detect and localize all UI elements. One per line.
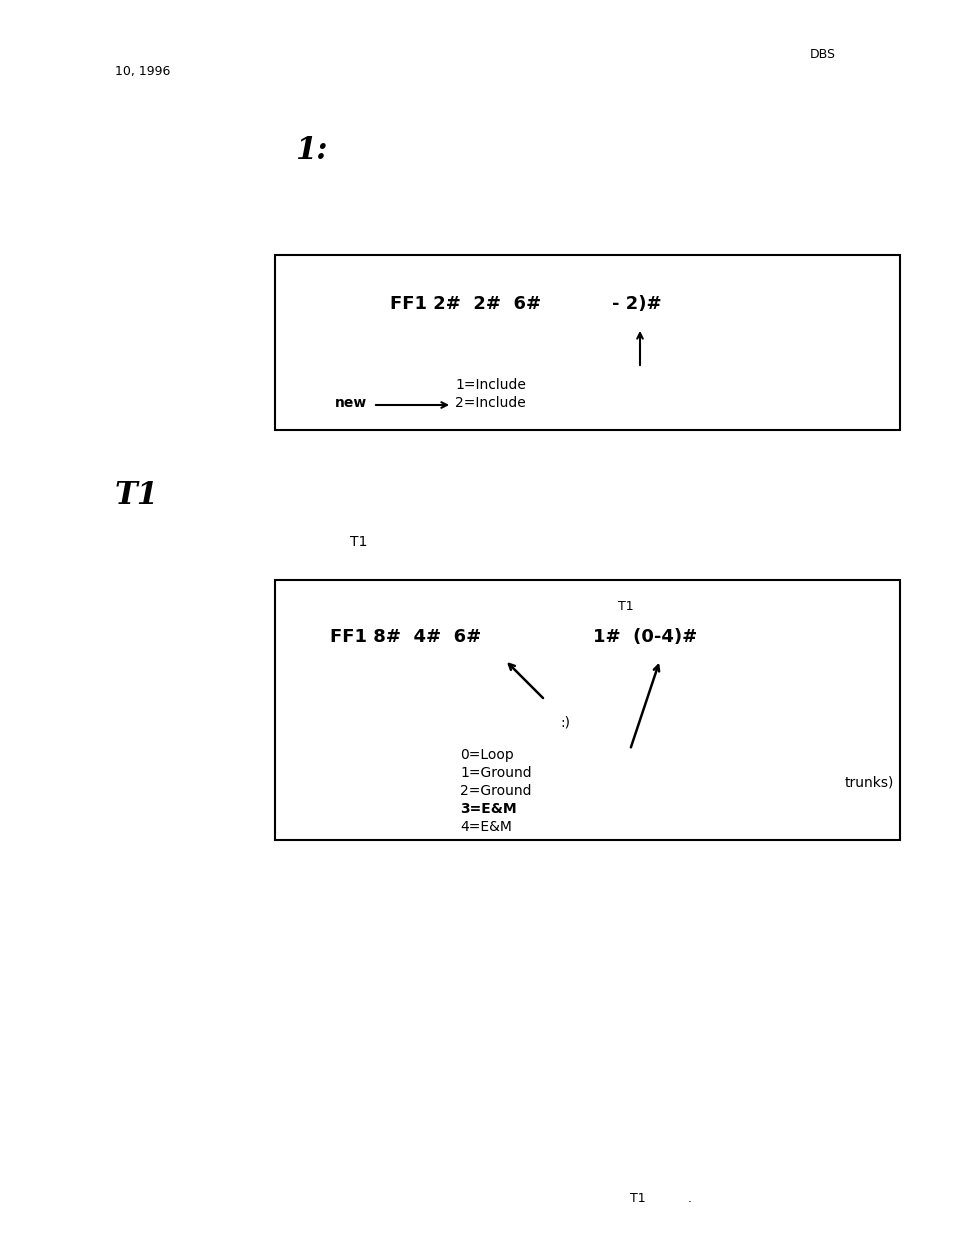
Text: 2=Include: 2=Include (455, 396, 525, 410)
Text: new: new (335, 396, 367, 410)
Text: 2=Ground: 2=Ground (459, 784, 531, 798)
Text: 0=Loop: 0=Loop (459, 748, 514, 762)
Text: T1: T1 (115, 480, 159, 511)
Text: T1: T1 (350, 535, 367, 550)
Text: :): :) (559, 715, 569, 729)
Text: .: . (687, 1192, 691, 1205)
Text: 3=E&M: 3=E&M (459, 802, 517, 816)
Text: 1#  (0-4)#: 1# (0-4)# (593, 629, 697, 646)
Text: 1=Ground: 1=Ground (459, 766, 531, 781)
Text: 10, 1996: 10, 1996 (115, 65, 171, 78)
Text: T1: T1 (618, 600, 633, 613)
Bar (274, 580, 899, 840)
Text: - 2)#: - 2)# (612, 295, 661, 312)
Text: trunks): trunks) (844, 776, 893, 789)
Text: FF1 2#  2#  6#: FF1 2# 2# 6# (390, 295, 540, 312)
Text: FF1 8#  4#  6#: FF1 8# 4# 6# (330, 629, 480, 646)
Text: 1:: 1: (294, 135, 327, 165)
Text: DBS: DBS (809, 48, 835, 61)
Bar (274, 254, 899, 430)
Text: 4=E&M: 4=E&M (459, 820, 512, 834)
Text: 1=Include: 1=Include (455, 378, 525, 391)
Text: T1: T1 (629, 1192, 645, 1205)
